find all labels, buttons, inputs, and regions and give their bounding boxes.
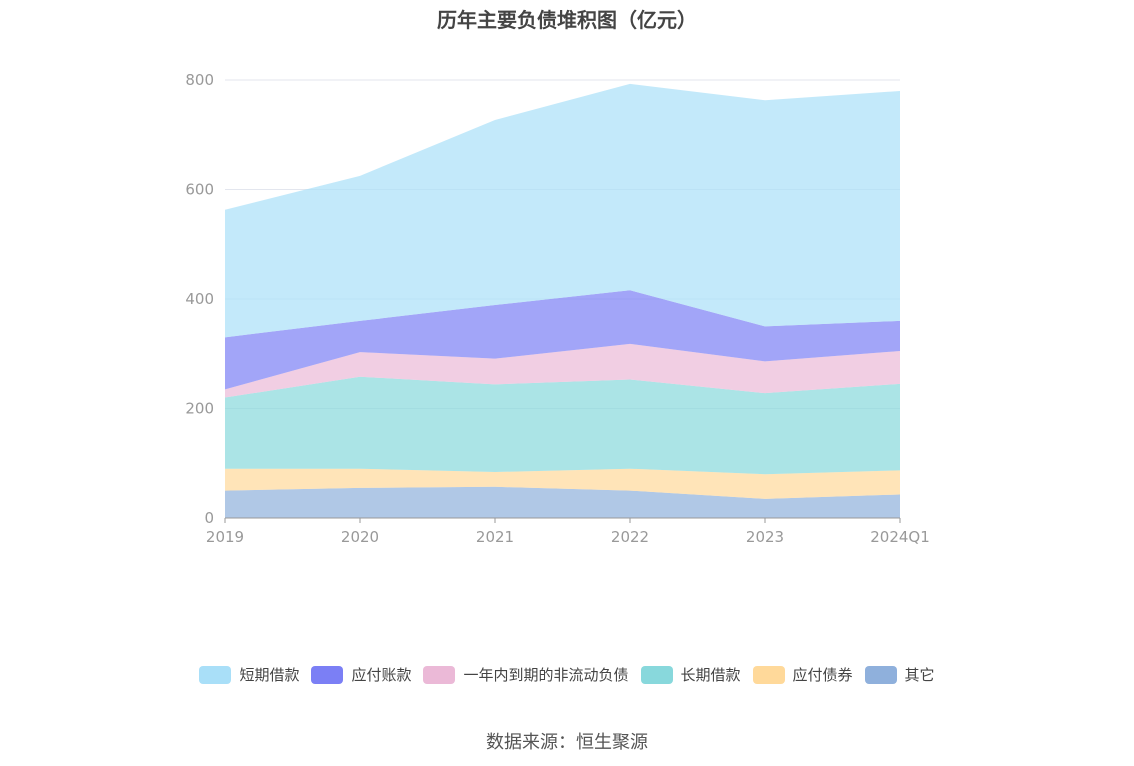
- legend-label: 一年内到期的非流动负债: [463, 666, 629, 684]
- legend-item[interactable]: 一年内到期的非流动负债: [423, 664, 629, 685]
- legend-swatch: [423, 665, 456, 684]
- x-tick-label: 2022: [611, 528, 649, 546]
- x-tick-label: 2024Q1: [870, 528, 930, 546]
- y-tick-label: 0: [204, 509, 214, 527]
- legend-swatch: [199, 665, 232, 684]
- area-series-0: [225, 486, 900, 518]
- area-layer: [225, 83, 900, 518]
- area-series-1: [225, 468, 900, 499]
- y-tick-label: 600: [185, 181, 214, 199]
- legend-item[interactable]: 应付账款: [311, 664, 411, 685]
- legend-label: 长期借款: [680, 666, 741, 684]
- y-tick-label: 400: [185, 290, 214, 308]
- x-tick-label: 2020: [341, 528, 379, 546]
- legend-label: 应付账款: [351, 666, 412, 684]
- y-tick-label: 200: [185, 400, 214, 418]
- legend-swatch: [752, 665, 785, 684]
- legend-label: 短期借款: [239, 666, 300, 684]
- legend-item[interactable]: 长期借款: [640, 664, 741, 685]
- x-tick-label: 2023: [746, 528, 784, 546]
- legend-item[interactable]: 短期借款: [199, 664, 299, 685]
- area-series-4: [225, 290, 900, 390]
- area-series-3: [225, 343, 900, 398]
- legend-swatch: [640, 665, 673, 684]
- legend: 短期借款 应付账款 一年内到期的非流动负债 长期借款 应付债券 其它: [0, 664, 1134, 685]
- legend-item[interactable]: 其它: [864, 664, 935, 685]
- source-note: 数据来源：恒生聚源: [486, 732, 648, 753]
- legend-label: 应付债券: [792, 666, 853, 684]
- area-series-5: [225, 83, 900, 338]
- axis-layer: 0 200 400 600 800 2019 2020 2021 2022 2023 2024Q1: [185, 71, 929, 546]
- x-tick-label: 2019: [206, 528, 244, 546]
- y-tick-label: 800: [185, 71, 214, 89]
- legend-item[interactable]: 应付债券: [752, 664, 853, 685]
- legend-swatch: [311, 665, 344, 684]
- x-tick-label: 2021: [476, 528, 514, 546]
- legend-swatch: [864, 665, 897, 684]
- legend-label: 其它: [904, 666, 935, 684]
- chart-title: 历年主要负债堆积图（亿元）: [437, 8, 697, 32]
- area-series-2: [225, 376, 900, 475]
